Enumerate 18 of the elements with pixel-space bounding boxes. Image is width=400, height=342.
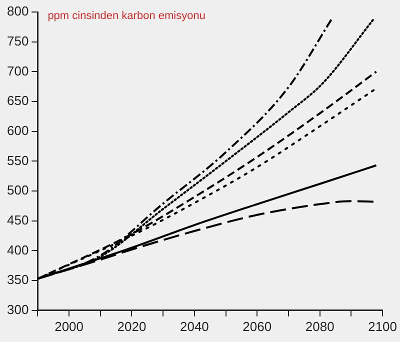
x-tick-label: 2080 — [305, 318, 334, 334]
y-tick-label: 700 — [6, 63, 29, 78]
y-tick-label: 650 — [6, 93, 29, 108]
y-tick-label: 800 — [6, 4, 29, 19]
x-tick-label: 2060 — [242, 318, 272, 334]
y-tick-label: 400 — [6, 242, 29, 258]
x-tick-label: 2000 — [54, 318, 84, 334]
y-tick-label: 750 — [6, 33, 29, 48]
y-tick-label: 600 — [6, 122, 29, 138]
y-tick-label: 550 — [6, 152, 29, 168]
x-tick-label: 2040 — [180, 318, 209, 334]
y-tick-label: 300 — [6, 302, 29, 317]
chart-title: ppm cinsinden karbon emisyonu — [48, 10, 206, 22]
y-tick-label: 500 — [6, 182, 29, 198]
x-tick-label: 2100 — [368, 318, 397, 334]
y-tick-label: 450 — [6, 212, 29, 228]
x-tick-label: 2020 — [117, 318, 146, 334]
y-tick-label: 350 — [6, 272, 29, 288]
